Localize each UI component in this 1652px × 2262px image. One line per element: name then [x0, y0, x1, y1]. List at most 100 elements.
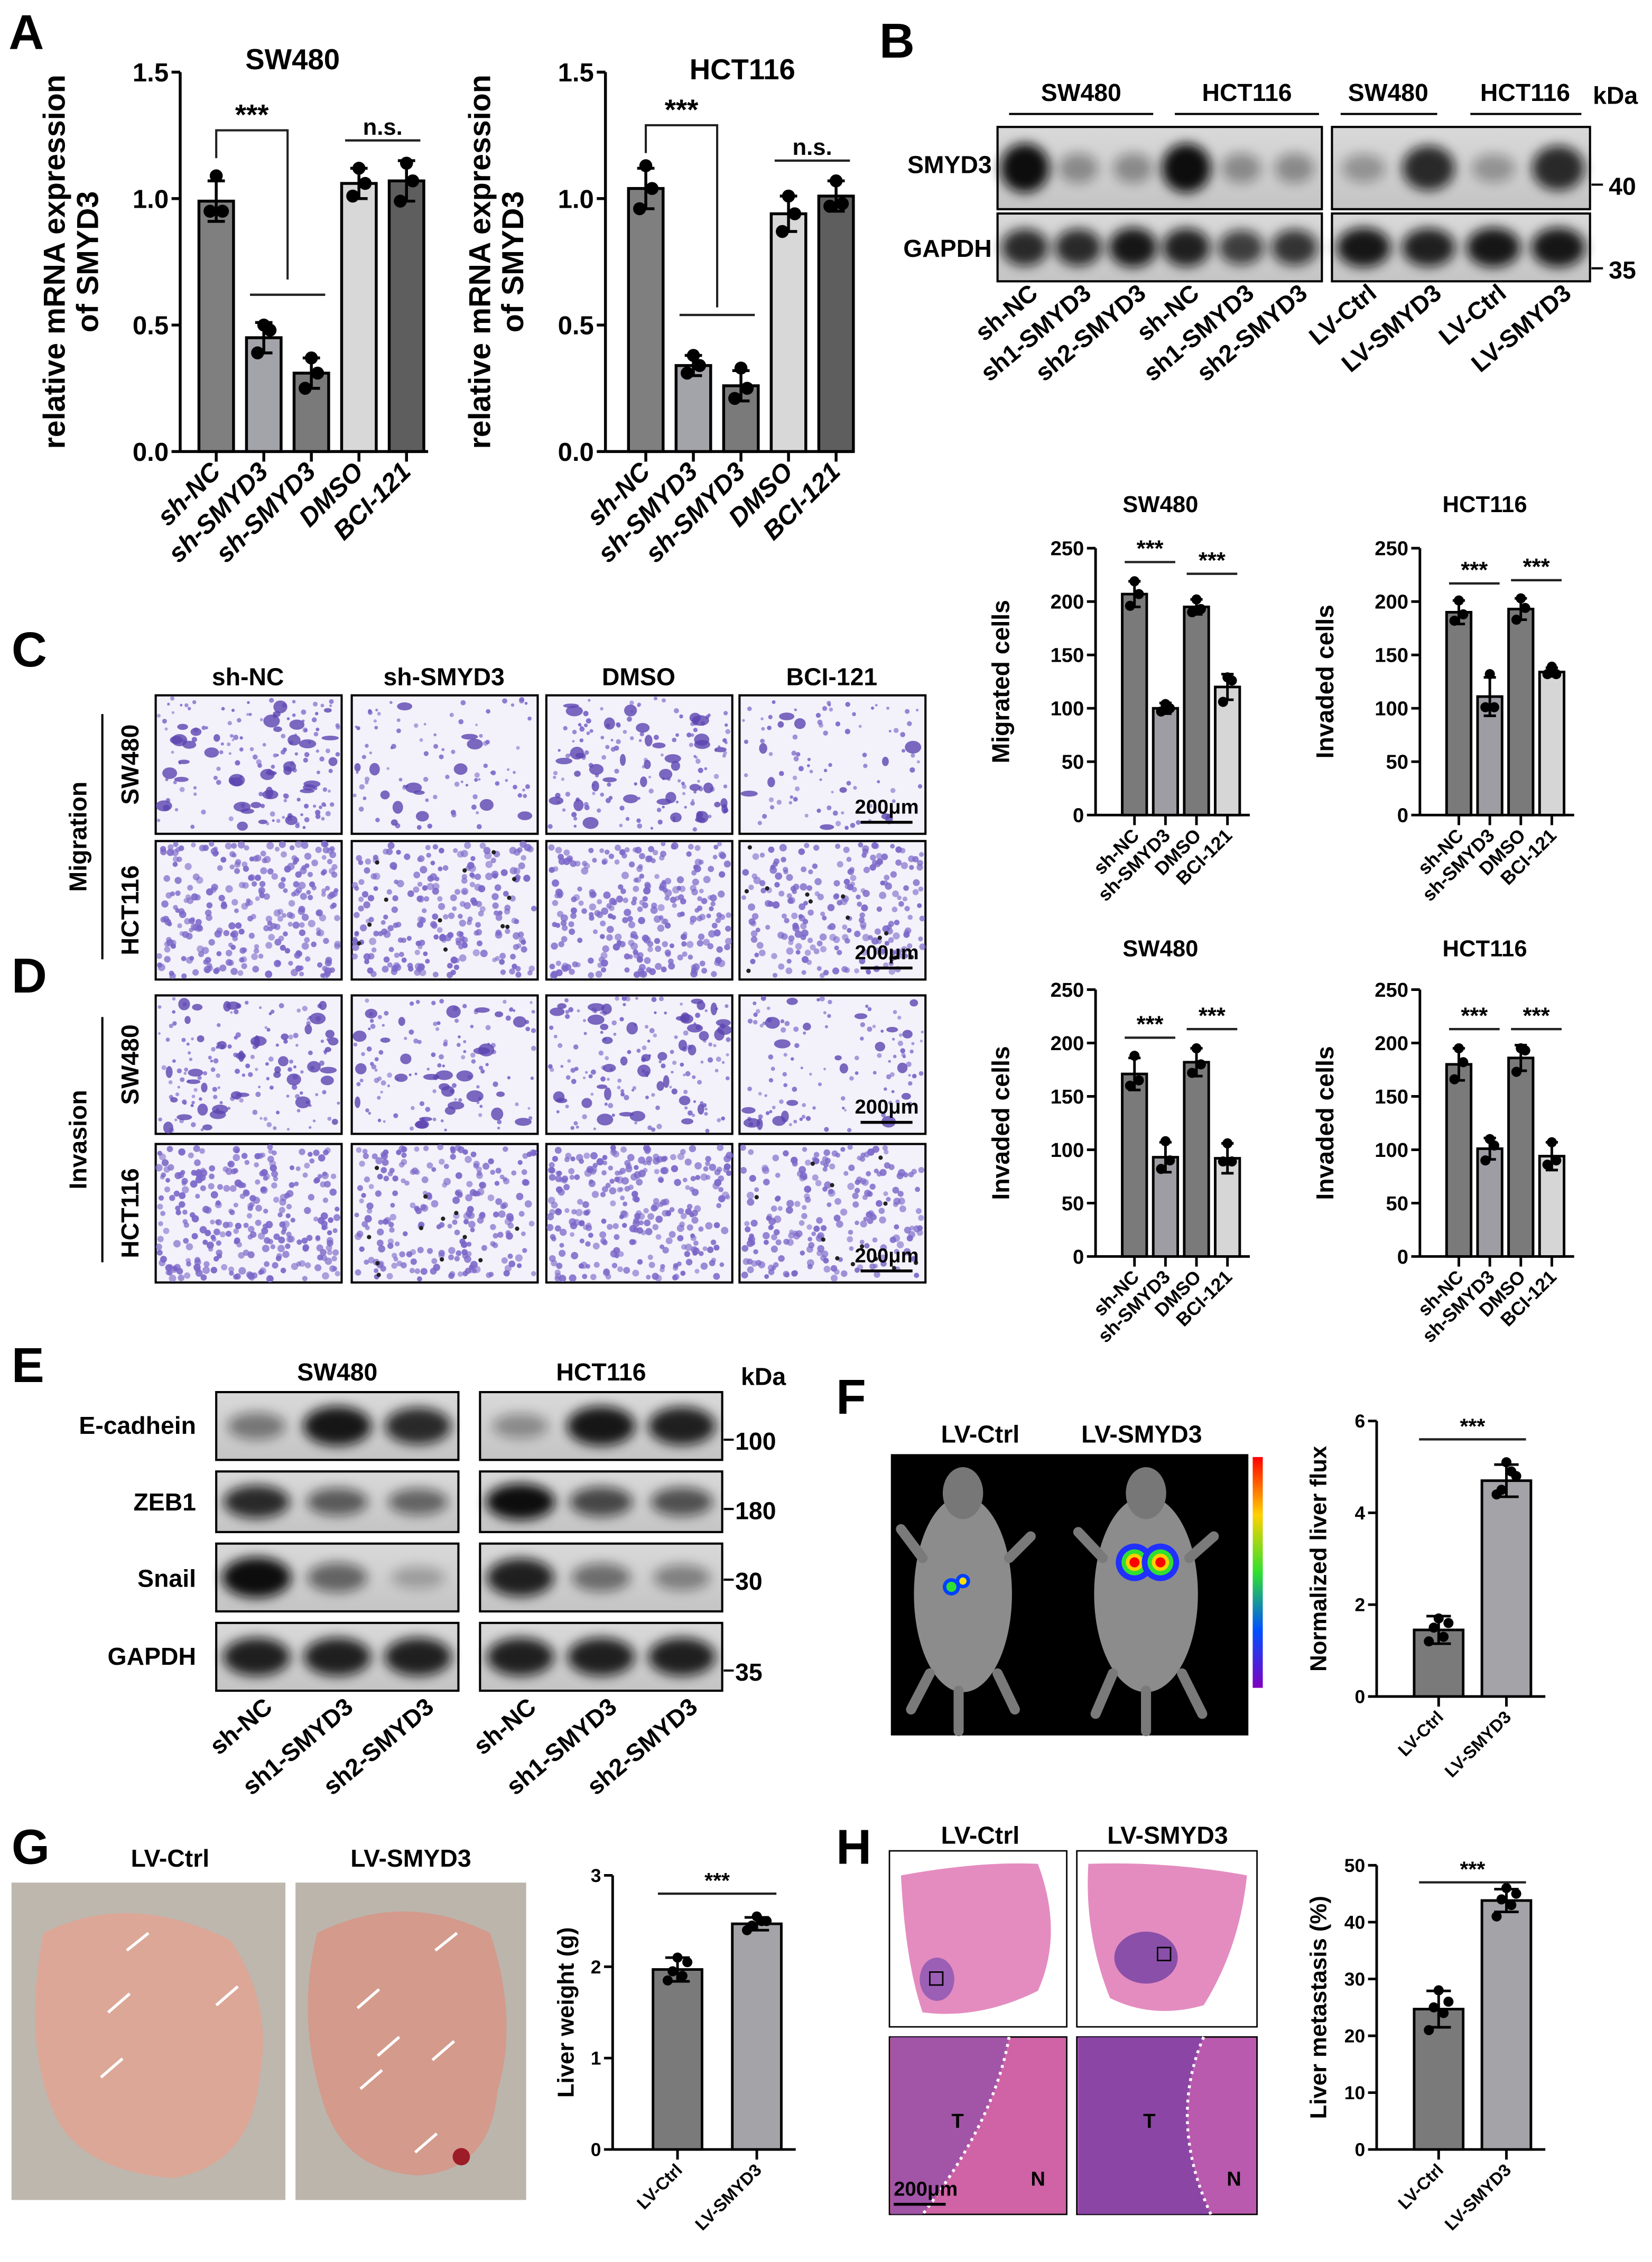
cell [583, 1152, 590, 1159]
cell [837, 950, 842, 956]
cell [676, 876, 684, 884]
cell [625, 817, 630, 821]
cell [351, 943, 359, 951]
pore [384, 897, 388, 902]
bands [487, 1558, 710, 1597]
cell [781, 913, 787, 919]
cell [591, 1191, 599, 1198]
cell [522, 1248, 527, 1253]
cell [328, 1217, 333, 1223]
cell [553, 866, 559, 872]
cell [503, 891, 509, 897]
cell [726, 1170, 732, 1176]
cell [671, 1088, 677, 1095]
y-axis-label: Normalized liver flux [1306, 1446, 1332, 1672]
pore [438, 918, 442, 923]
cell [501, 1257, 508, 1264]
y-tick-label: 0 [1354, 2139, 1365, 2161]
data-point [1551, 669, 1562, 680]
cell [184, 703, 189, 708]
cell [165, 1066, 173, 1078]
cell [319, 756, 324, 762]
cell [602, 1063, 616, 1072]
cell [322, 847, 330, 854]
panel-h-histology: LV-Ctrl LV-SMYD3 T N T N 200μm [888, 1821, 1258, 2215]
cell [423, 1145, 429, 1152]
cell [872, 1145, 879, 1153]
cell [380, 1090, 383, 1094]
cell [795, 1230, 803, 1237]
cell [709, 906, 714, 912]
cell [426, 1068, 430, 1071]
cell [195, 1193, 200, 1199]
cell [673, 1274, 680, 1280]
cell [377, 711, 381, 716]
cell [879, 949, 885, 955]
cell [695, 1013, 701, 1018]
cell [620, 1092, 625, 1097]
y-tick-label: 50 [1386, 1192, 1408, 1215]
cell [277, 1245, 285, 1253]
protein-band [227, 1412, 286, 1440]
cell [233, 802, 251, 812]
y-axis-label: Liver weight (g) [553, 1927, 579, 2098]
cell [287, 735, 301, 746]
cell [609, 1179, 615, 1184]
cell [804, 949, 811, 956]
cell [280, 1267, 286, 1274]
cell [285, 1213, 291, 1219]
cell [859, 912, 866, 918]
cell [214, 850, 219, 856]
cell [848, 1164, 855, 1171]
y-tick-label: 30 [1344, 1969, 1365, 1990]
cell [320, 1249, 327, 1256]
pore [375, 860, 379, 865]
cell [495, 931, 503, 939]
y-tick-label: 1.0 [133, 185, 169, 214]
cell [202, 1239, 208, 1245]
cell [918, 852, 924, 857]
cell [682, 1178, 688, 1183]
cell [414, 1146, 420, 1152]
cell [828, 763, 832, 767]
cell [476, 1085, 480, 1089]
cell [397, 702, 413, 711]
cell [590, 1069, 596, 1075]
cell [315, 727, 320, 731]
cell [639, 970, 647, 978]
data-point [346, 189, 359, 203]
cell [690, 885, 697, 892]
cell [655, 1234, 662, 1240]
cell [648, 846, 654, 852]
cell [173, 841, 179, 847]
cell [157, 1236, 164, 1243]
cell [380, 1265, 386, 1272]
cell [587, 1003, 605, 1012]
cell [525, 784, 530, 789]
cell [394, 1073, 408, 1082]
cell [172, 861, 178, 867]
cell [205, 909, 212, 916]
cell [858, 917, 865, 923]
pore [367, 922, 372, 927]
cell [494, 1181, 500, 1186]
x-tick-label: LV-SMYD3 [691, 2160, 765, 2234]
cell [637, 704, 640, 707]
cell [602, 1155, 608, 1161]
y-tick-label: 2 [1354, 1594, 1365, 1616]
cell [619, 754, 626, 766]
cell [546, 1213, 554, 1221]
cell [160, 849, 167, 856]
pore [462, 1235, 467, 1239]
cell [525, 1026, 530, 1032]
cell [847, 1183, 855, 1190]
cell [863, 866, 870, 874]
pore [515, 1226, 519, 1231]
cell [638, 853, 645, 859]
cell [704, 767, 708, 771]
pore [357, 941, 361, 946]
cell [421, 1176, 429, 1183]
cell [788, 1123, 792, 1126]
cell [653, 850, 658, 856]
bands [493, 1406, 716, 1446]
